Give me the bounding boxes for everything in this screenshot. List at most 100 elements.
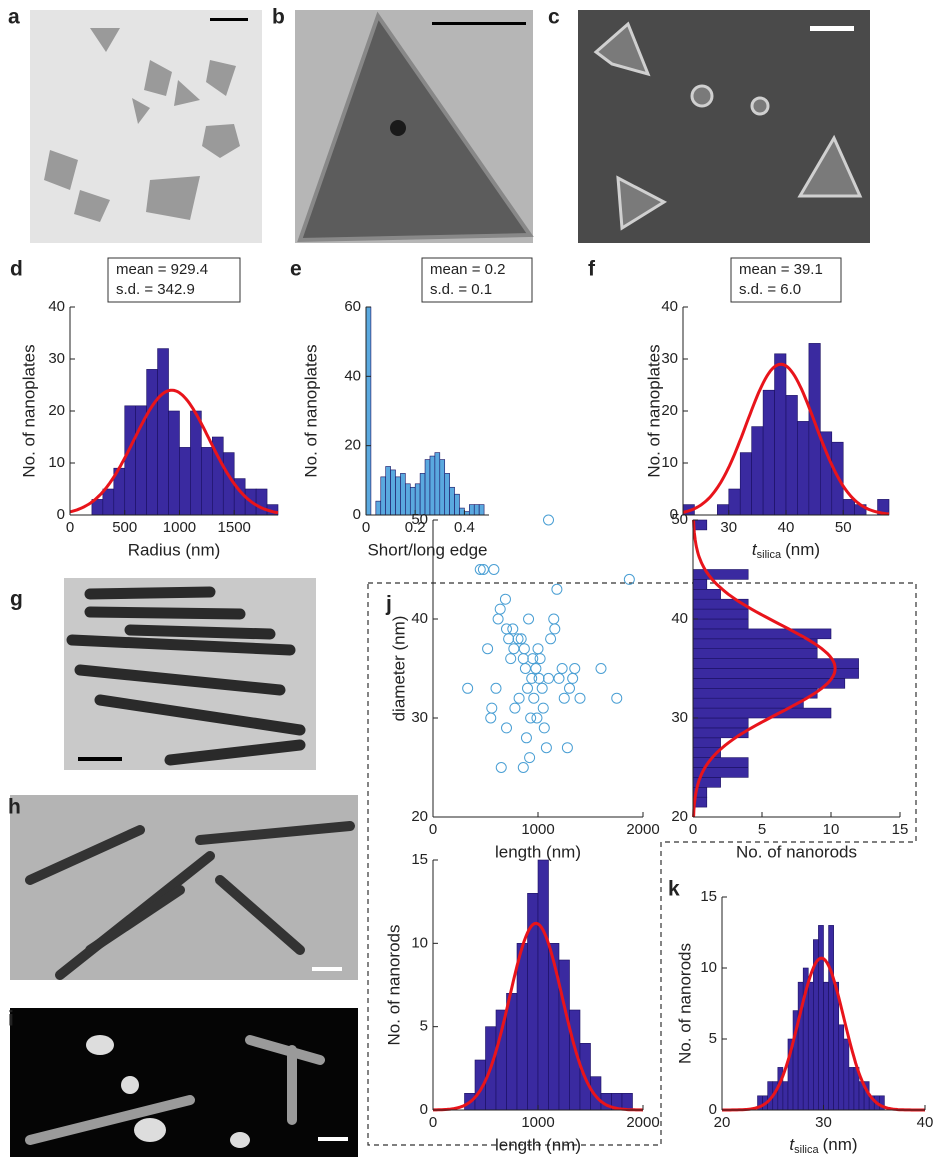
axis-label: length (nm): [495, 1135, 581, 1154]
axis-label-subscript: silica: [757, 549, 782, 561]
point: [493, 614, 503, 624]
x-tick-label: 1500: [218, 519, 251, 536]
x-tick-label: 5: [758, 821, 766, 838]
bar: [376, 501, 381, 515]
scale-bar: [810, 26, 854, 31]
bar: [455, 494, 460, 515]
bar: [179, 447, 190, 515]
bar: [435, 453, 440, 515]
bar: [464, 512, 469, 515]
annotation: s.d. = 6.0: [739, 281, 801, 298]
point: [514, 693, 524, 703]
y-tick-label: 40: [344, 367, 361, 384]
bar: [818, 925, 823, 1110]
bar: [839, 1025, 844, 1110]
y-tick-label: 5: [709, 1030, 717, 1047]
x-tick-label: 15: [892, 821, 909, 838]
bar: [844, 1039, 849, 1110]
y-tick-label: 40: [411, 610, 428, 627]
bar: [693, 718, 748, 728]
bar: [136, 406, 147, 515]
bar: [797, 421, 808, 515]
bar: [834, 982, 839, 1110]
bar: [158, 349, 169, 515]
bar: [479, 505, 484, 515]
bar: [693, 688, 817, 698]
bar: [622, 1093, 633, 1110]
y-tick-label: 10: [411, 934, 428, 951]
bar: [381, 477, 386, 515]
x-tick-label: 20: [714, 1114, 731, 1131]
point: [500, 594, 510, 604]
bar: [693, 738, 721, 748]
micrograph-b-dot: [390, 120, 406, 136]
bar: [125, 406, 136, 515]
bar: [783, 1082, 788, 1110]
point: [559, 693, 569, 703]
y-tick-label: 15: [700, 888, 717, 905]
y-tick-label: 20: [411, 808, 428, 825]
point: [562, 743, 572, 753]
bar: [786, 395, 797, 515]
x-tick-label: 40: [917, 1114, 934, 1131]
point: [538, 703, 548, 713]
y-tick-label: 10: [700, 959, 717, 976]
panel-letter: h: [8, 796, 21, 819]
y-tick-label: 0: [420, 1101, 428, 1118]
x-tick-label: 0: [429, 1114, 437, 1131]
y-tick-label: 20: [671, 808, 688, 825]
point: [570, 664, 580, 674]
annotation: s.d. = 342.9: [116, 281, 195, 298]
point: [544, 673, 554, 683]
x-tick-label: 1000: [163, 519, 196, 536]
bar: [693, 589, 721, 599]
point: [557, 664, 567, 674]
chart: j20304050010002000: [385, 511, 660, 838]
bar: [693, 708, 831, 718]
bar: [474, 505, 479, 515]
x-tick-label: 2000: [626, 821, 659, 838]
panel-letter: g: [10, 588, 23, 611]
x-tick-label: 40: [778, 519, 795, 536]
axis-label: No. of nanoplates: [301, 344, 320, 477]
bar: [752, 427, 763, 515]
y-tick-label: 0: [353, 506, 361, 523]
x-tick-label: 30: [815, 1114, 832, 1131]
point: [565, 683, 575, 693]
bar: [147, 369, 158, 515]
y-tick-label: 40: [671, 610, 688, 627]
point: [535, 654, 545, 664]
bar: [400, 473, 405, 515]
point: [552, 584, 562, 594]
point: [534, 673, 544, 683]
x-tick-label: 0: [362, 519, 370, 536]
y-tick-label: 30: [671, 709, 688, 726]
bar: [775, 354, 786, 515]
y-tick-label: 30: [661, 350, 678, 367]
bar: [469, 505, 474, 515]
point: [520, 664, 530, 674]
y-tick-label: 10: [48, 454, 65, 471]
figure: a b c g h i dmean = 929.4s.d. = 342.9010…: [0, 0, 934, 1157]
point: [506, 654, 516, 664]
scale-bar: [318, 1137, 348, 1141]
point: [568, 673, 578, 683]
point: [483, 644, 493, 654]
bar: [549, 943, 560, 1110]
point: [533, 644, 543, 654]
x-tick-label: 0: [429, 821, 437, 838]
point: [487, 703, 497, 713]
axis-label-subscript: silica: [794, 1144, 819, 1156]
bar: [843, 499, 854, 515]
bar: [693, 579, 707, 589]
point: [521, 733, 531, 743]
point: [518, 654, 528, 664]
bar: [829, 925, 834, 1110]
point: [463, 683, 473, 693]
bar: [808, 982, 813, 1110]
bar: [693, 619, 748, 629]
bar: [740, 453, 751, 515]
point: [541, 743, 551, 753]
bar: [824, 982, 829, 1110]
